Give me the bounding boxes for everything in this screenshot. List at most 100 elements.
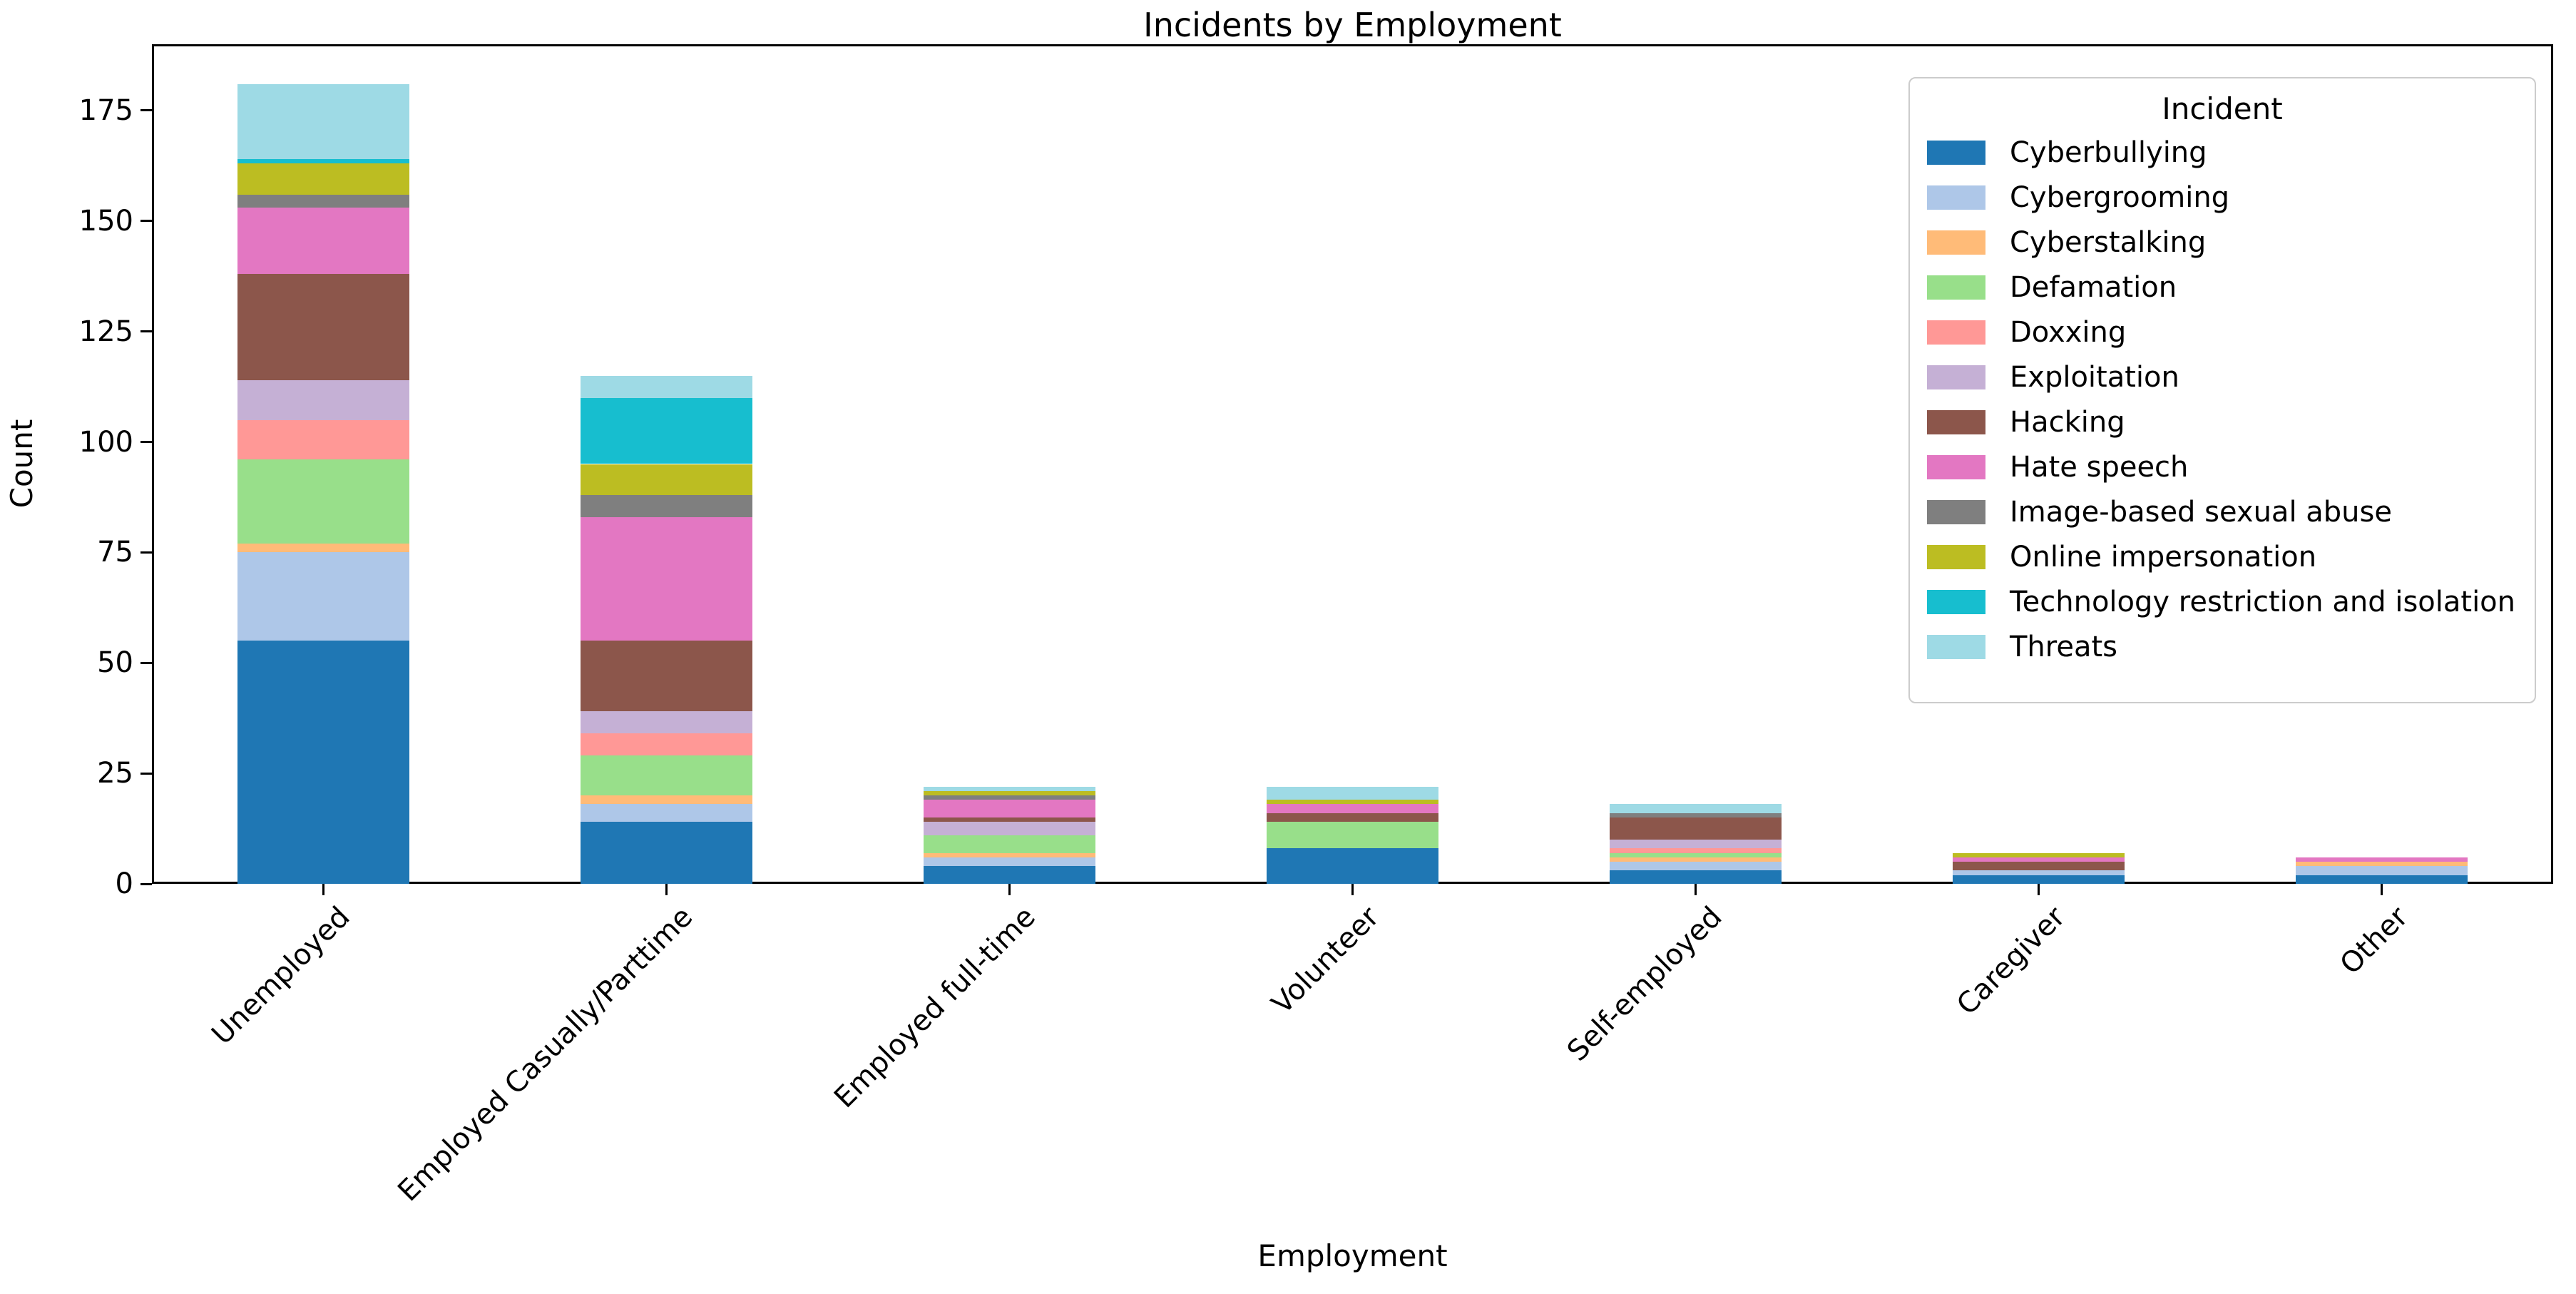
y-tick-label: 50: [97, 646, 133, 680]
y-tick-mark: [140, 441, 152, 444]
x-axis-title: Employment: [1257, 1238, 1448, 1273]
x-tick-mark: [665, 884, 668, 895]
bar-segment: [2296, 875, 2468, 884]
legend-item: Exploitation: [1927, 355, 2518, 399]
bar-segment: [1267, 800, 1438, 805]
bar-segment: [581, 755, 752, 796]
x-tick-label: Unemployed: [205, 900, 357, 1051]
x-tick-label: Volunteer: [1265, 900, 1386, 1021]
bar-segment: [581, 641, 752, 712]
bar-segment: [581, 494, 752, 517]
bar-segment: [237, 194, 409, 208]
legend-swatch-icon: [1927, 454, 1985, 479]
bar-segment: [924, 866, 1095, 884]
x-tick-mark: [2038, 884, 2040, 895]
x-tick-label: Caregiver: [1950, 900, 2072, 1022]
bar-segment: [1267, 812, 1438, 822]
bar-segment: [581, 375, 752, 398]
bar-segment: [1267, 786, 1438, 800]
y-tick-label: 100: [78, 425, 133, 459]
y-tick-mark: [140, 109, 152, 112]
legend-item: Defamation: [1927, 265, 2518, 310]
legend-swatch-icon: [1927, 409, 1985, 434]
bar-segment: [924, 795, 1095, 800]
legend-swatch-icon: [1927, 185, 1985, 210]
x-tick-label: Other: [2334, 900, 2415, 982]
bar-segment: [1610, 812, 1782, 818]
bar-segment: [237, 459, 409, 544]
bar-segment: [237, 641, 409, 884]
bar-segment: [1267, 822, 1438, 849]
legend-label: Cyberstalking: [2010, 225, 2207, 259]
bar-segment: [1610, 817, 1782, 840]
bar-segment: [581, 804, 752, 822]
bar-segment: [1610, 848, 1782, 853]
bar-segment: [1267, 804, 1438, 813]
legend-label: Cyberbullying: [2010, 136, 2207, 169]
x-tick-mark: [322, 884, 324, 895]
bar-segment: [1953, 857, 2125, 862]
legend-items: Cyberbullying Cybergrooming Cyberstalking D…: [1927, 130, 2518, 669]
legend-swatch-icon: [1927, 365, 1985, 389]
y-tick-label: 125: [78, 315, 133, 348]
chart-title: Incidents by Employment: [1143, 6, 1562, 44]
x-tick-label: Employed Casually/Parttime: [392, 900, 700, 1208]
legend-title: Incident: [2162, 91, 2283, 126]
legend-swatch-icon: [1927, 230, 1985, 255]
x-tick-label: Self-employed: [1560, 900, 1729, 1068]
bar-segment: [924, 800, 1095, 818]
bar-segment: [1610, 852, 1782, 857]
bar-segment: [581, 397, 752, 464]
bar-segment: [924, 822, 1095, 835]
y-tick-label: 25: [97, 757, 133, 790]
bar-segment: [1953, 870, 2125, 875]
legend-item: Online impersonation: [1927, 534, 2518, 579]
bar-segment: [237, 544, 409, 553]
legend-label: Threats: [2010, 630, 2117, 663]
legend-label: Hate speech: [2010, 450, 2189, 484]
y-tick-mark: [140, 661, 152, 664]
legend-item: Doxxing: [1927, 310, 2518, 355]
bar-segment: [237, 83, 409, 160]
bar-segment: [924, 786, 1095, 791]
legend-item: Cyberstalking: [1927, 220, 2518, 265]
legend-item: Hate speech: [1927, 444, 2518, 489]
y-tick-mark: [140, 882, 152, 885]
legend-item: Image-based sexual abuse: [1927, 489, 2518, 534]
bar-segment: [1953, 875, 2125, 884]
legend-label: Doxxing: [2010, 315, 2127, 349]
legend-label: Cybergrooming: [2010, 180, 2230, 214]
x-tick-label: Employed full-time: [828, 900, 1043, 1115]
legend-swatch-icon: [1927, 634, 1985, 659]
y-tick-label: 75: [97, 536, 133, 569]
legend-label: Technology restriction and isolation: [2010, 585, 2516, 618]
y-axis-title: Count: [4, 419, 39, 509]
legend-swatch-icon: [1927, 544, 1985, 569]
legend-item: Cyberbullying: [1927, 130, 2518, 175]
bar-segment: [581, 711, 752, 734]
bar-segment: [1953, 852, 2125, 857]
bar-segment: [1610, 804, 1782, 813]
x-tick-mark: [1351, 884, 1354, 895]
bar-segment: [1610, 870, 1782, 884]
y-tick-label: 175: [78, 93, 133, 127]
bar-segment: [1267, 848, 1438, 884]
bar-segment: [237, 552, 409, 641]
bar-segment: [581, 795, 752, 805]
legend-label: Hacking: [2010, 405, 2125, 439]
bar-segment: [237, 159, 409, 164]
bar-segment: [581, 464, 752, 495]
bar-segment: [237, 274, 409, 380]
bar-segment: [581, 516, 752, 641]
y-tick-label: 0: [115, 867, 133, 900]
bar-segment: [2296, 857, 2468, 862]
bar-segment: [1953, 862, 2125, 871]
bar-segment: [924, 790, 1095, 796]
bar-segment: [237, 379, 409, 420]
x-tick-mark: [1695, 884, 1697, 895]
legend-label: Online impersonation: [2010, 540, 2317, 574]
legend-label: Defamation: [2010, 270, 2177, 304]
legend-swatch-icon: [1927, 499, 1985, 524]
bar-segment: [1610, 862, 1782, 871]
